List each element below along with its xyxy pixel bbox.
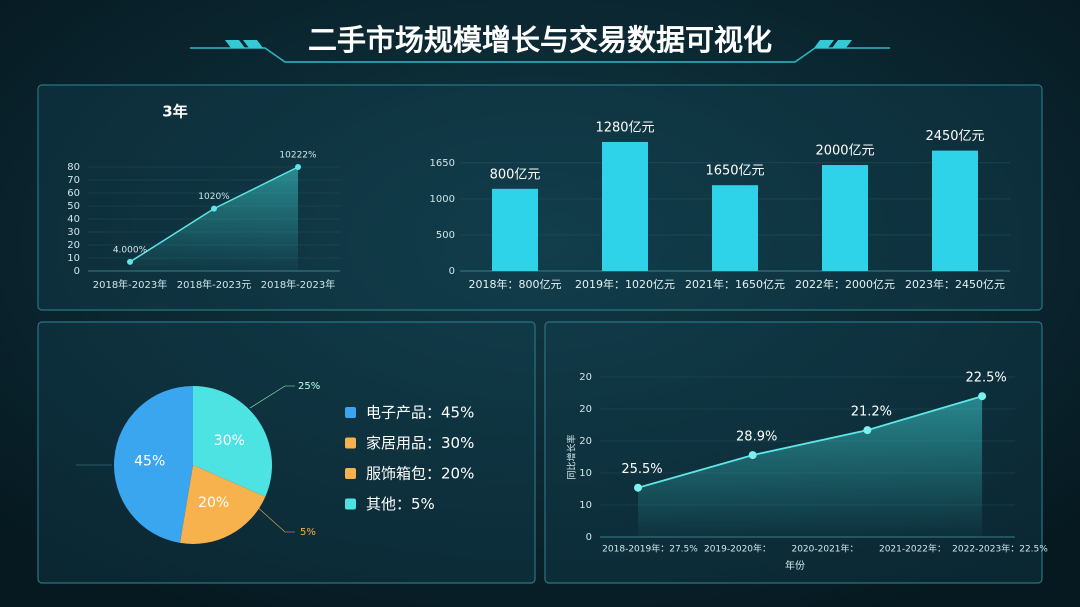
point xyxy=(127,258,133,265)
line xyxy=(637,395,983,489)
annotation: 28.9% xyxy=(736,430,777,445)
y-tick-label: 0 xyxy=(449,266,455,277)
y-tick-label: 1000 xyxy=(430,194,455,205)
legend-swatch xyxy=(345,407,356,418)
y-tick-label: 10 xyxy=(67,253,80,264)
annotation: 21.2% xyxy=(851,405,892,420)
annotation: 2000亿元 xyxy=(815,144,874,159)
point xyxy=(634,483,642,492)
legend-swatch xyxy=(345,437,356,449)
y-tick-label: 60 xyxy=(67,188,80,199)
bar xyxy=(712,185,758,271)
x-tick-label: 2019-2020年： xyxy=(704,543,771,555)
annotation: 5% xyxy=(300,527,316,538)
panel-title: 3年 xyxy=(162,103,187,121)
y-tick-label: 80 xyxy=(67,162,80,173)
point xyxy=(978,392,987,401)
leader xyxy=(254,504,295,533)
x-tick-label: 2018年-2023年 xyxy=(261,278,336,291)
panel xyxy=(37,321,536,584)
annotation: 800亿元 xyxy=(490,167,541,182)
slice-label: 30% xyxy=(214,433,245,449)
legend-swatch xyxy=(345,468,356,479)
annotation: 2450亿元 xyxy=(925,129,984,144)
x-tick-label: 2018年-2023年 xyxy=(93,278,168,291)
page-title: 二手市场规模增长与交易数据可视化 xyxy=(308,23,772,57)
y-tick-label: 40 xyxy=(67,214,80,225)
x-tick-label: 2022年：2000亿元 xyxy=(795,277,895,291)
legend-label: 电子产品：45% xyxy=(366,404,474,422)
pie-slice xyxy=(179,465,266,544)
point xyxy=(211,205,217,212)
bar xyxy=(492,188,538,271)
y-tick-label: 500 xyxy=(436,230,455,241)
y-tick-label: 20 xyxy=(579,372,592,383)
y-tick-label: 20 xyxy=(579,436,592,447)
y-tick-label: 0 xyxy=(586,532,592,543)
annotation: 22.5% xyxy=(965,371,1006,386)
annotation: 4.000% xyxy=(113,245,148,255)
point xyxy=(295,164,301,170)
y-axis-label: 同比增长率 xyxy=(566,434,578,479)
x-tick-label: 2020-2021年： xyxy=(791,543,858,555)
y-tick-label: 70 xyxy=(67,175,80,186)
y-tick-label: 20 xyxy=(579,404,592,415)
slice-label: 45% xyxy=(134,453,165,469)
x-tick-label: 2023年：2450亿元 xyxy=(905,277,1005,291)
area xyxy=(130,167,298,271)
legend-label: 家居用品：30% xyxy=(366,434,474,452)
x-tick-label: 2021年：1650亿元 xyxy=(685,277,785,291)
annotation: 25.5% xyxy=(621,462,662,477)
bar xyxy=(932,150,978,271)
legend-swatch xyxy=(345,498,356,510)
slice-label: 20% xyxy=(198,495,229,511)
leader xyxy=(249,385,295,409)
y-tick-label: 10 xyxy=(579,468,592,479)
x-tick-label: 2022-2023年：22.5% xyxy=(952,543,1048,555)
x-tick-label: 2018年-2023元 xyxy=(177,278,252,291)
y-tick-label: 50 xyxy=(67,201,80,212)
y-tick-label: 30 xyxy=(67,227,80,238)
x-tick-label: 2018-2019年：27.5% xyxy=(602,543,698,555)
area xyxy=(638,396,983,537)
pie-slice xyxy=(193,386,273,497)
x-tick-label: 2019年：1020亿元 xyxy=(575,277,675,291)
y-tick-label: 20 xyxy=(67,240,80,251)
panel xyxy=(37,84,1043,311)
point xyxy=(748,451,757,460)
pie-slice xyxy=(113,386,193,543)
legend-label: 服饰箱包：20% xyxy=(366,465,474,483)
annotation: 25% xyxy=(298,381,320,392)
y-tick-label: 10 xyxy=(579,500,592,511)
annotation: 1650亿元 xyxy=(705,164,764,179)
bar xyxy=(822,165,868,271)
x-tick-label: 2018年：800亿元 xyxy=(469,277,562,291)
annotation: 1280亿元 xyxy=(595,120,654,135)
y-tick-label: 1650 xyxy=(430,158,455,169)
annotation: 10222% xyxy=(279,151,317,161)
bar xyxy=(602,141,648,271)
y-tick-label: 0 xyxy=(74,266,80,277)
legend-label: 其他：5% xyxy=(366,495,435,513)
point xyxy=(863,426,872,435)
x-tick-label: 2021-2022年： xyxy=(879,543,946,555)
annotation: 1020% xyxy=(198,192,230,202)
x-axis-label: 年份 xyxy=(785,559,805,572)
